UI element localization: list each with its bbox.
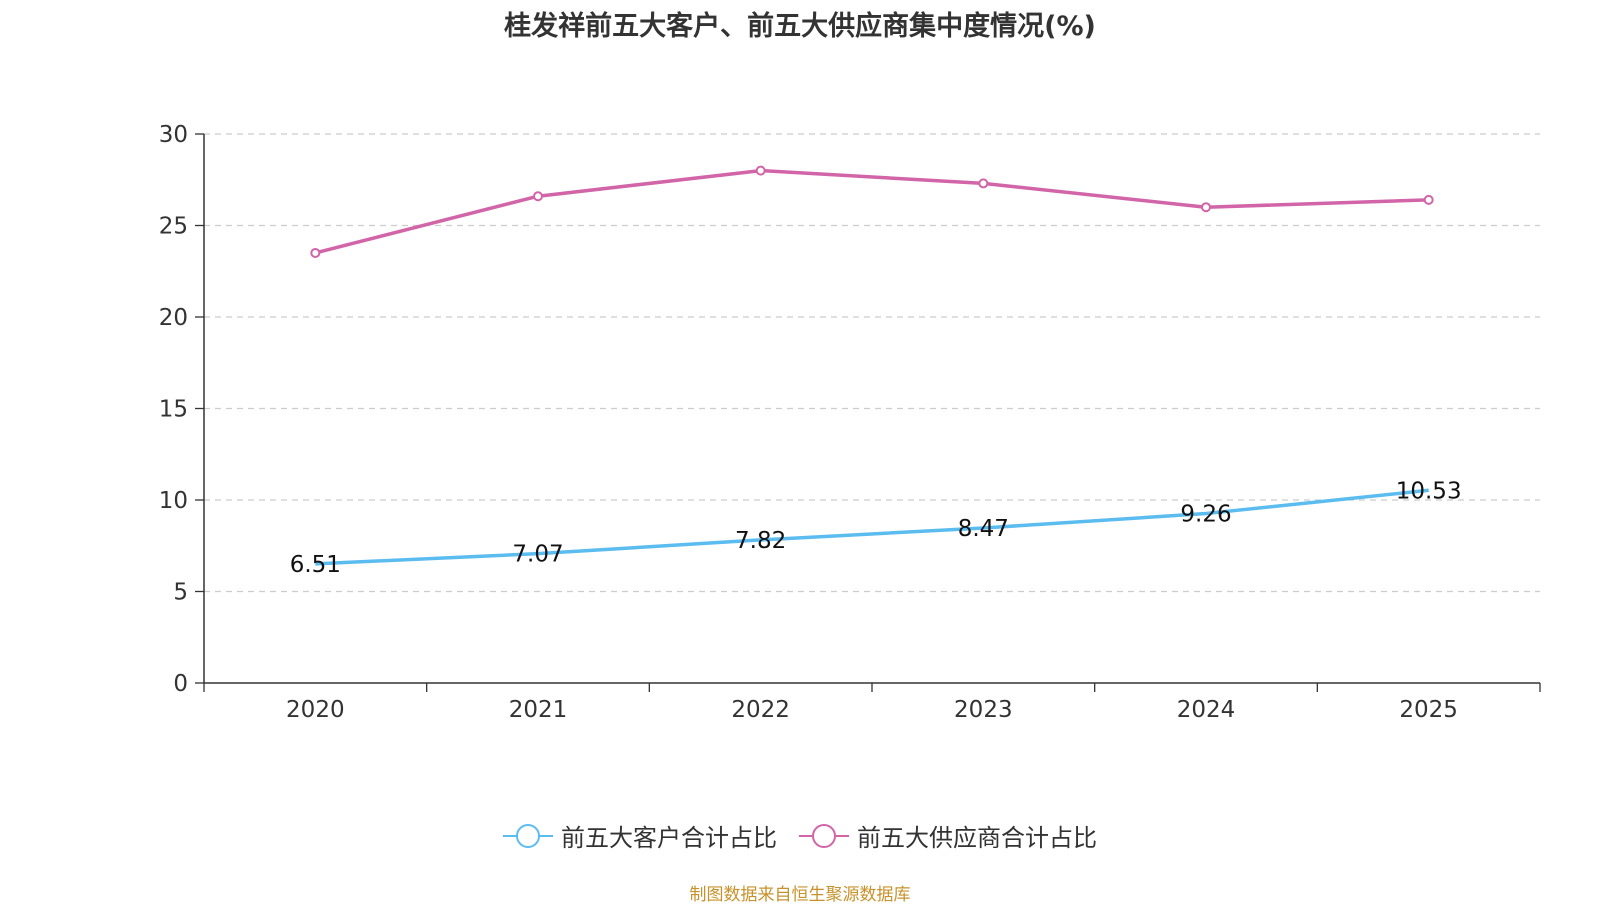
x-tick-label: 2024	[1177, 697, 1236, 723]
x-tick-label: 2021	[509, 697, 568, 723]
y-tick-label: 30	[159, 122, 188, 148]
legend-marker-icon	[799, 823, 849, 848]
data-labels: 6.51 7.07 7.82 8.47 9.26 10.53	[290, 478, 1462, 578]
data-label: 10.53	[1396, 478, 1462, 504]
data-label: 7.07	[512, 542, 563, 568]
data-label: 6.51	[290, 552, 341, 578]
y-tick-label: 15	[159, 397, 188, 423]
data-point	[978, 178, 989, 189]
legend-label-customers: 前五大客户合计占比	[561, 824, 777, 852]
legend-marker-icon	[503, 823, 553, 848]
data-label: 7.82	[735, 528, 786, 554]
data-point	[1423, 194, 1434, 205]
source-note: 制图数据来自恒生聚源数据库	[689, 885, 911, 905]
data-point	[310, 247, 321, 258]
x-tick-label: 2023	[954, 697, 1013, 723]
data-point	[755, 165, 766, 176]
y-tick-label: 25	[159, 214, 188, 240]
legend-item-customers[interactable]: 前五大客户合计占比	[503, 818, 777, 853]
x-tick-label: 2025	[1399, 697, 1458, 723]
legend-label-suppliers: 前五大供应商合计占比	[857, 824, 1097, 852]
chart-title: 桂发祥前五大客户、前五大供应商集中度情况(%)	[504, 11, 1096, 42]
y-tick-label: 0	[173, 671, 188, 697]
y-tick-label: 20	[159, 305, 188, 331]
series-lines	[310, 165, 1434, 566]
data-point	[533, 191, 543, 202]
x-tick-label: 2022	[731, 697, 790, 723]
series-line-0	[315, 488, 1429, 566]
y-tick-label: 5	[173, 580, 188, 606]
data-point	[1201, 202, 1211, 213]
data-label: 9.26	[1180, 502, 1231, 528]
legend: 前五大客户合计占比 前五大供应商合计占比	[0, 818, 1600, 853]
y-tick-label: 10	[159, 488, 188, 514]
data-label: 8.47	[958, 516, 1009, 542]
legend-item-suppliers[interactable]: 前五大供应商合计占比	[799, 818, 1097, 853]
x-tick-label: 2020	[286, 697, 345, 723]
series-line-1	[314, 168, 1429, 255]
